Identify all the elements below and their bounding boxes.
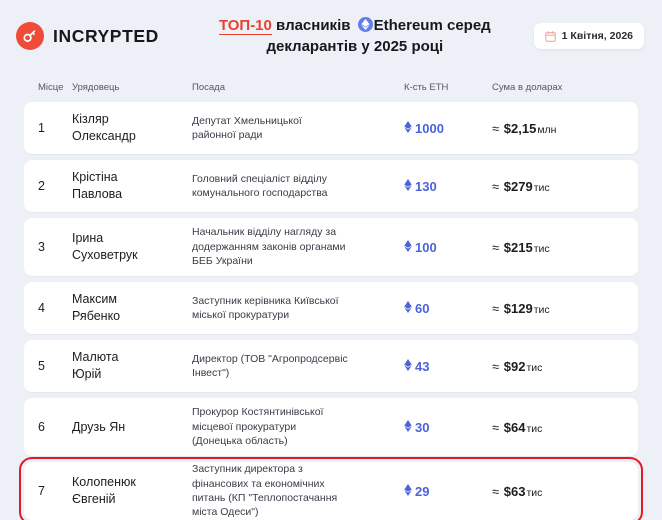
column-header-sum: Сума в доларах: [492, 81, 563, 93]
row-eth-value: 60: [415, 300, 430, 316]
table-row[interactable]: 6 Друзь Ян Прокурор Костянтинівської місцев…: [24, 398, 638, 456]
row-sum-approx: ≈: [492, 419, 500, 435]
row-sum-approx: ≈: [492, 483, 500, 499]
table-row[interactable]: 2 Крістіна Павлова Головний спеціаліст відд…: [24, 160, 638, 212]
row-eth-amount: 60: [404, 300, 492, 316]
row-post: Прокурор Костянтинівської місцевої прокур…: [192, 406, 324, 448]
row-sum: ≈ $279тис: [492, 179, 638, 194]
row-sum-value: $279: [503, 178, 533, 194]
brand-logo[interactable]: INCRYPTED: [16, 22, 196, 50]
row-sum-approx: ≈: [492, 239, 500, 255]
row-sum: ≈ $63тис: [492, 484, 638, 499]
row-eth-value: 29: [415, 483, 430, 499]
row-eth-amount: 30: [404, 419, 492, 435]
row-sum-unit: тис: [533, 303, 550, 316]
row-eth-value: 100: [415, 239, 437, 255]
row-eth-amount: 29: [404, 483, 492, 499]
row-post: Заступник директора з фінансових та еконо…: [192, 463, 338, 519]
row-sum-unit: тис: [533, 242, 550, 255]
ethereum-icon: [357, 17, 373, 33]
row-sum: ≈ $2,15млн: [492, 121, 638, 136]
table-body: 1 Кізляр Олександр Депутат Хмельницької райо…: [0, 102, 662, 520]
row-sum-unit: тис: [526, 361, 543, 374]
row-post: Директор (ТОВ "Агропродсервіс Інвест"): [192, 352, 348, 379]
row-post: Депутат Хмельницької районної ради: [192, 114, 302, 141]
eth-diamond-icon: [404, 419, 412, 435]
page-title-line2: декларантів у 2025 році: [266, 38, 444, 55]
date-label: 1 Квітня, 2026: [561, 30, 633, 42]
row-sum: ≈ $64тис: [492, 420, 638, 435]
row-eth-amount: 43: [404, 358, 492, 374]
date-badge[interactable]: 1 Квітня, 2026: [533, 23, 644, 49]
title-after: власників: [271, 16, 355, 34]
row-sum-unit: тис: [526, 422, 543, 435]
row-place: 7: [38, 484, 45, 498]
row-eth-value: 43: [415, 358, 430, 374]
row-sum-approx: ≈: [492, 120, 500, 136]
column-header-eth: К-сть ETH: [404, 81, 449, 93]
row-sum-approx: ≈: [492, 358, 500, 374]
title-highlight: ТОП-10: [218, 16, 272, 35]
row-place: 1: [38, 121, 45, 135]
eth-diamond-icon: [404, 483, 412, 499]
row-eth-amount: 100: [404, 239, 492, 255]
eth-diamond-icon: [404, 358, 412, 374]
row-eth-value: 1000: [415, 120, 444, 136]
page-header: INCRYPTED ТОП-10 власників Ethereum сере…: [0, 0, 662, 72]
row-sum-value: $129: [503, 300, 533, 316]
table-row[interactable]: 7 Колопенюк Євгеній Заступник директора з фі…: [19, 457, 643, 520]
column-header-post: Посада: [192, 81, 225, 93]
row-place: 5: [38, 359, 45, 373]
row-place: 2: [38, 179, 45, 193]
row-person: Ірина Суховетрук: [72, 231, 138, 262]
table-row[interactable]: 3 Ірина Суховетрук Начальник відділу нагляд…: [24, 218, 638, 276]
row-eth-value: 130: [415, 178, 437, 194]
row-person: Максим Рябенко: [72, 292, 121, 323]
row-eth-amount: 1000: [404, 120, 492, 136]
row-sum-approx: ≈: [492, 178, 500, 194]
table-row[interactable]: 4 Максим Рябенко Заступник керівника Київсь…: [24, 282, 638, 334]
row-sum: ≈ $92тис: [492, 359, 638, 374]
brand-name: INCRYPTED: [53, 25, 159, 46]
row-person: Малюта Юрій: [72, 350, 119, 381]
row-place: 3: [38, 240, 45, 254]
row-person: Друзь Ян: [72, 419, 126, 434]
calendar-icon: [544, 30, 556, 42]
eth-diamond-icon: [404, 300, 412, 316]
row-sum-value: $92: [503, 358, 526, 374]
column-header-place: Місце: [38, 81, 64, 93]
row-sum-value: $63: [503, 483, 526, 499]
row-post: Головний спеціаліст відділу комунального …: [192, 172, 328, 199]
column-header-person: Урядовець: [72, 81, 120, 93]
row-sum-unit: млн: [537, 123, 557, 136]
row-place: 4: [38, 301, 45, 315]
row-eth-value: 30: [415, 419, 430, 435]
row-place: 6: [38, 420, 45, 434]
row-sum: ≈ $129тис: [492, 301, 638, 316]
row-sum: ≈ $215тис: [492, 240, 638, 255]
title-eth-text: Ethereum серед: [373, 16, 491, 34]
page-title: ТОП-10 власників Ethereum серед декларан…: [182, 15, 534, 58]
row-post: Начальник відділу нагляду за додержанням …: [192, 226, 346, 268]
row-sum-value: $215: [503, 239, 533, 255]
row-sum-value: $64: [503, 419, 526, 435]
table-header-row: Місце Урядовець Посада К-сть ETH Сума в …: [0, 72, 662, 102]
key-circle-icon: [16, 22, 44, 50]
row-person: Крістіна Павлова: [72, 170, 123, 201]
row-sum-value: $2,15: [503, 120, 537, 136]
eth-diamond-icon: [404, 178, 412, 194]
table-row[interactable]: 1 Кізляр Олександр Депутат Хмельницької райо…: [24, 102, 638, 154]
row-sum-unit: тис: [526, 486, 543, 499]
row-sum-approx: ≈: [492, 300, 500, 316]
eth-diamond-icon: [404, 120, 412, 136]
row-person: Колопенюк Євгеній: [72, 475, 136, 506]
row-post: Заступник керівника Київської міської про…: [192, 294, 339, 321]
eth-diamond-icon: [404, 239, 412, 255]
row-eth-amount: 130: [404, 178, 492, 194]
row-person: Кізляр Олександр: [72, 112, 136, 143]
table-row[interactable]: 5 Малюта Юрій Директор (ТОВ "Агропродсервіс…: [24, 340, 638, 392]
row-sum-unit: тис: [533, 181, 550, 194]
